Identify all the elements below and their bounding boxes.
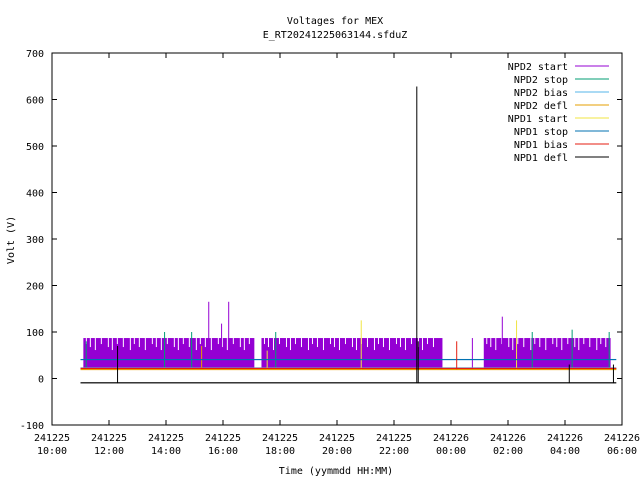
series-5-line-0 [80,358,617,361]
x-tick-time-7: 00:00 [436,446,466,457]
series-0-band-1 [261,338,443,369]
series-6 [80,341,617,370]
legend-label-5: NPD1 stop [514,127,568,138]
legend-label-3: NPD2 defl [514,101,568,112]
series-7 [80,86,617,384]
y-tick-label-4: 300 [26,235,44,246]
x-tick-time-10: 06:00 [607,446,637,457]
series-7-line-0 [80,382,617,384]
x-tick-time-8: 02:00 [493,446,523,457]
x-tick-date-5: 241225 [319,433,355,444]
x-tick-date-8: 241226 [490,433,526,444]
y-tick-label-7: 600 [26,96,44,107]
legend-label-4: NPD1 start [508,114,568,125]
legend: NPD2 start NPD2 stop NPD2 bias NPD2 defl NPD… [508,62,609,164]
legend-label-7: NPD1 defl [514,153,568,164]
x-tick-date-10: 241226 [604,433,640,444]
x-tick-time-6: 22:00 [379,446,409,457]
x-tick-time-4: 18:00 [265,446,295,457]
y-tick-label-0: -100 [20,421,44,432]
y-tick-label-1: 0 [38,375,44,386]
x-tick-time-9: 04:00 [550,446,580,457]
x-tick-time-2: 14:00 [151,446,181,457]
y-tick-label-3: 200 [26,282,44,293]
x-tick-date-6: 241225 [376,433,412,444]
x-tick-date-7: 241226 [433,433,469,444]
legend-label-1: NPD2 stop [514,75,568,86]
y-tick-label-6: 500 [26,142,44,153]
x-tick-time-3: 16:00 [208,446,238,457]
series-3-line-0 [80,368,617,371]
y-tick-label-8: 700 [26,49,44,60]
chart-title: Voltages for MEX [287,16,383,27]
series-0 [83,301,611,370]
data-layer [80,86,617,384]
legend-label-2: NPD2 bias [514,88,568,99]
x-tick-time-1: 12:00 [94,446,124,457]
x-tick-date-4: 241225 [262,433,298,444]
x-tick-date-9: 241226 [547,433,583,444]
series-5 [80,358,617,361]
x-tick-time-5: 20:00 [322,446,352,457]
x-tick-date-1: 241225 [91,433,127,444]
x-axis-label: Time (yymmdd HH:MM) [279,466,393,477]
series-3 [80,345,617,371]
x-tick-date-0: 241225 [34,433,70,444]
y-tick-label-2: 100 [26,328,44,339]
x-tick-date-3: 241225 [205,433,241,444]
legend-label-0: NPD2 start [508,62,568,73]
legend-label-6: NPD1 bias [514,140,568,151]
y-tick-label-5: 400 [26,189,44,200]
y-axis-label: Volt (V) [6,216,17,264]
x-tick-date-2: 241225 [148,433,184,444]
series-6-line-0 [80,367,617,370]
x-tick-time-0: 10:00 [37,446,67,457]
chart-subtitle: E_RT20241225063144.sfduZ [263,30,408,41]
plot-frame [51,52,623,426]
